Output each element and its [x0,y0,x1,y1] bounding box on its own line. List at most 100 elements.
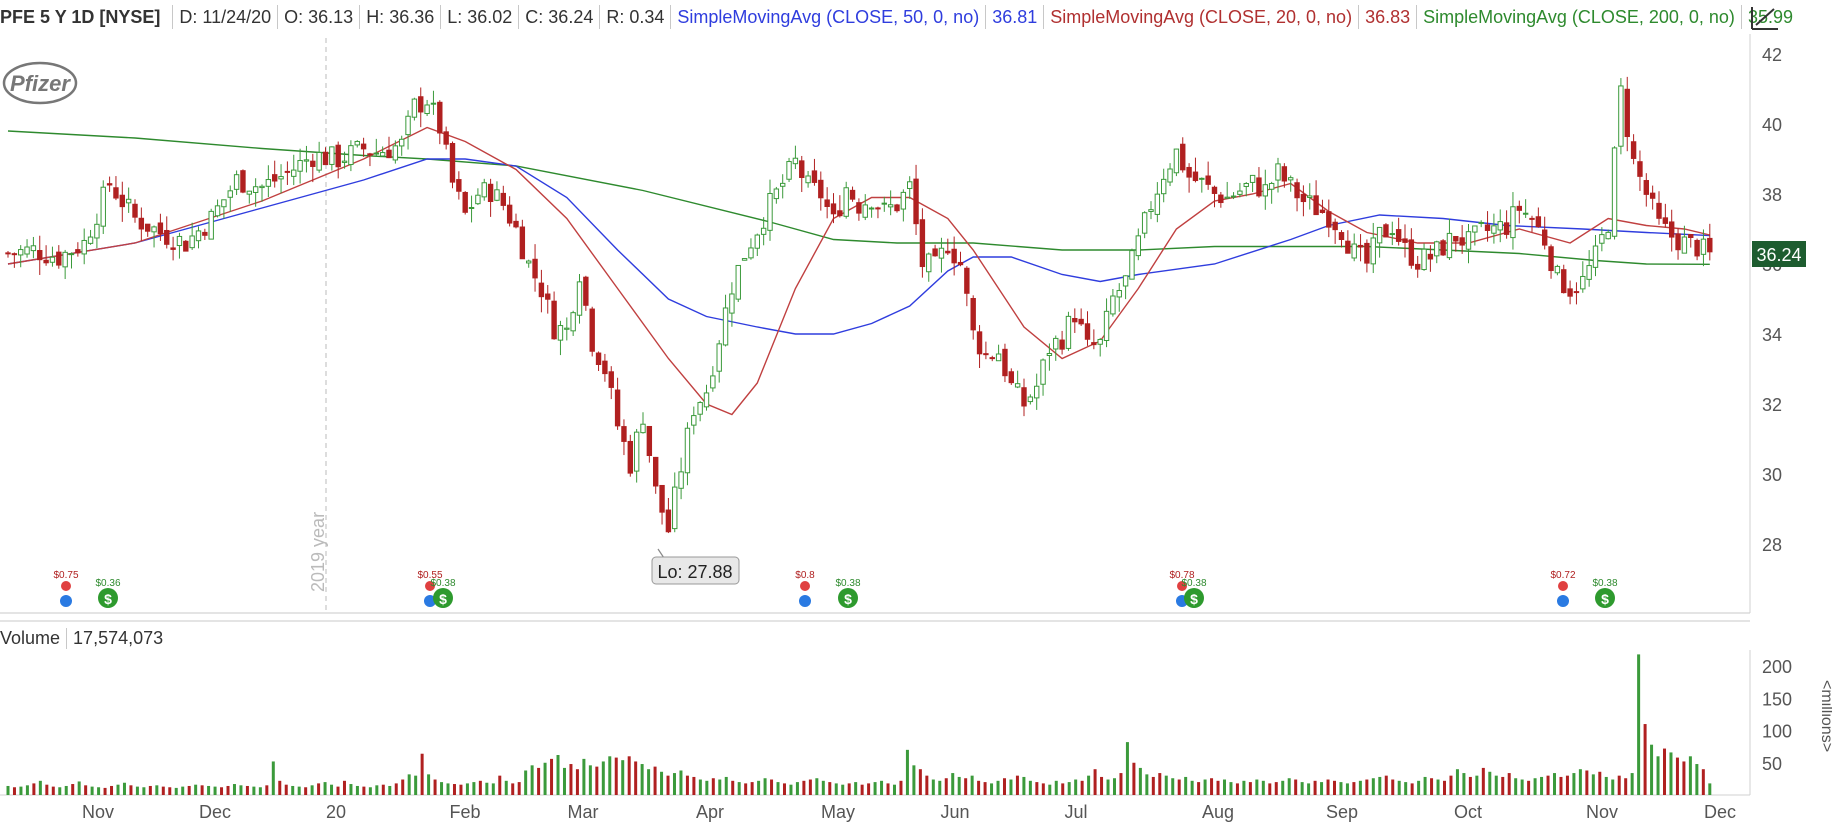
candle-body [583,276,589,306]
candle-body [164,229,170,245]
candle-body [1103,310,1110,342]
candle-body [1453,235,1459,242]
candle-body [1173,148,1180,174]
volume-bar [582,758,586,795]
dividend-icon [433,588,453,608]
volume-bar [731,780,735,795]
candle-body [1161,178,1167,195]
candle-body [392,145,399,161]
volume-bar [349,784,353,795]
candle-body [589,308,595,352]
volume-bar [116,784,120,795]
volume-bar [103,787,107,795]
dividend-marker[interactable]: $0.75 $0.36 $ [53,570,121,608]
dividend-amount: $0.36 [95,578,120,589]
candle-body [475,194,481,205]
candle-body [1421,248,1427,271]
year-marker: 2019 year [308,512,328,592]
volume-value: 17,574,073 [66,627,163,649]
volume-bar [207,785,211,795]
candle-body [716,343,722,372]
sma200-path [7,130,1710,265]
volume-bar [905,749,909,795]
volume-bar [155,785,159,795]
candle-body [360,143,367,150]
candle-body [697,402,703,415]
volume-bar [1578,769,1582,795]
dividend-amount: $0.55 [417,570,442,581]
volume-bar [381,784,385,795]
volume-bar [1604,776,1608,795]
candle-body [1249,174,1256,183]
candle-body [157,222,164,235]
dividend-marker[interactable]: $0.55 $0.38 $ [417,570,456,608]
candle-body [449,142,456,183]
volume-bar [1462,773,1466,795]
volume-bar [1009,779,1013,795]
volume-bar [828,782,832,795]
candle-body [1484,224,1491,231]
volume-bar [1663,748,1667,795]
candle-body [1154,193,1161,215]
volume-bar [1675,757,1679,795]
volume-bar [880,780,884,795]
volume-bar [239,785,243,795]
volume-bar [569,764,573,795]
volume-bar [1106,779,1110,795]
drawing-tool-icon[interactable] [1748,4,1782,32]
time-tick-label: Jun [940,802,969,822]
candle-body [1643,180,1649,195]
volume-bar [1274,782,1278,795]
candle-body [1561,269,1567,294]
candle-body [1383,224,1389,238]
volume-bar [1630,773,1634,795]
volume-label[interactable]: Volume [0,627,61,648]
dividend-marker[interactable]: $0.78 $0.38 $ [1169,570,1207,608]
dividend-marker[interactable]: $0.8 $0.38 $ [795,570,861,608]
low-readout: L: 36.02 [447,6,513,27]
volume-bar [355,785,359,795]
candle-body [856,202,862,214]
volume-bar [724,776,728,795]
volume-bar [284,784,288,795]
volume-bar [886,783,890,795]
volume-bar [640,764,644,795]
sma50-label[interactable]: SimpleMovingAvg (CLOSE, 50, 0, no) [677,6,980,27]
volume-bar [122,782,126,795]
volume-bar [478,780,482,795]
volume-bar [1701,769,1705,795]
volume-bar [685,775,689,795]
candle-body [646,425,653,457]
volume-bar [543,762,547,795]
volume-bar [1235,783,1239,795]
candle-body [1275,163,1281,181]
earnings-icon [1177,581,1187,591]
candle-body [1053,337,1059,350]
volume-bar [996,780,1000,795]
symbol-title[interactable]: PFE 5 Y 1D [NYSE] [0,6,161,27]
volume-bar [110,785,114,795]
volume-bar [556,755,560,795]
volume-bar [297,786,301,795]
candle-body [1472,225,1478,233]
volume-bar [1494,775,1498,795]
candle-body [487,183,494,203]
volume-bar [1002,778,1006,795]
volume-bar [524,770,528,795]
volume-bar [258,787,262,795]
candle-body [1446,232,1453,259]
candle-body [748,247,754,259]
volume-bar [1611,779,1615,795]
volume-bar [1520,779,1524,795]
candle-body [1669,221,1675,238]
volume-bar [530,765,534,795]
volume-bar [25,785,29,795]
sma20-label[interactable]: SimpleMovingAvg (CLOSE, 20, 0, no) [1050,6,1353,27]
volume-bar [601,761,605,795]
dividend-marker[interactable]: $0.72 $0.38 $ [1550,570,1618,608]
sma200-label[interactable]: SimpleMovingAvg (CLOSE, 200, 0, no) [1423,6,1735,27]
volume-bar [627,756,631,795]
candle-body [672,486,678,530]
volume-bar [925,775,929,795]
